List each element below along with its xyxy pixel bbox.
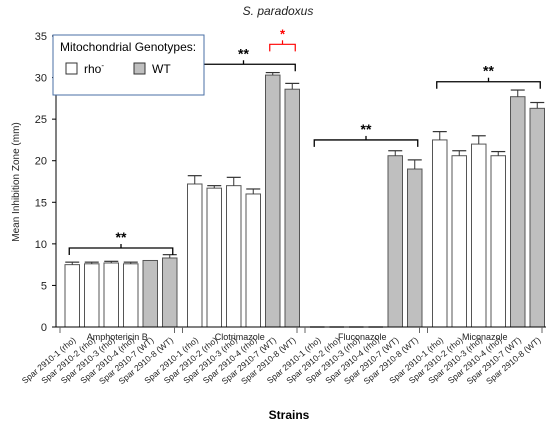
bar <box>529 107 545 328</box>
significance-bracket <box>269 43 296 52</box>
bar <box>245 193 261 328</box>
y-tick-label: 0 <box>41 322 47 334</box>
legend-title: Mitochondrial Genotypes: <box>60 40 196 54</box>
bar <box>451 155 467 328</box>
y-axis: 0 5 10 15 20 25 30 35 <box>35 31 57 334</box>
bar <box>187 183 203 328</box>
bar <box>206 187 222 328</box>
bar <box>387 155 403 328</box>
y-tick-label: 30 <box>35 73 47 85</box>
bar <box>490 155 506 328</box>
significance-bracket <box>191 63 296 72</box>
significance-bracket <box>313 139 419 147</box>
legend-label-wt: WT <box>152 62 171 76</box>
y-tick-label: 35 <box>35 31 47 43</box>
bars <box>64 71 545 328</box>
bar <box>471 143 487 328</box>
bar <box>142 259 158 328</box>
significance-bracket <box>68 247 174 256</box>
group-label: Amphotericin B <box>87 332 148 342</box>
y-tick-label: 25 <box>35 114 47 126</box>
legend-swatch-rho <box>65 62 78 75</box>
bar <box>162 257 178 328</box>
significance-label: ** <box>116 229 127 245</box>
x-axis: Spar 2910-1 (rho)Spar 2910-2 (rho)Spar 2… <box>20 326 546 386</box>
bar <box>510 96 526 328</box>
significance-label: ** <box>483 63 494 79</box>
bar <box>226 185 242 328</box>
bar <box>103 262 119 328</box>
bar <box>432 139 448 328</box>
legend-box <box>52 34 205 96</box>
group-label: Miconazole <box>462 332 508 342</box>
bar <box>84 263 100 328</box>
chart-title: S. paradoxus <box>243 4 314 18</box>
group-label: Clotrimazole <box>215 332 265 342</box>
legend-swatch-wt <box>133 62 146 75</box>
legend: Mitochondrial Genotypes: rho- WT <box>52 34 205 96</box>
y-tick-label: 10 <box>35 239 47 251</box>
bar <box>64 264 80 328</box>
bar <box>265 74 281 328</box>
significance-bracket <box>436 81 541 89</box>
bar <box>284 88 300 328</box>
legend-label-rho: rho- <box>84 61 104 76</box>
significance-label: ** <box>238 45 249 61</box>
significance-label: * <box>280 26 286 41</box>
y-axis-label: Mean Inhibition Zone (mm) <box>11 122 22 242</box>
x-axis-label: Strains <box>269 408 310 422</box>
y-tick-label: 20 <box>35 156 47 168</box>
y-tick-label: 5 <box>41 280 47 292</box>
bar <box>123 263 139 328</box>
group-label: Fluconazole <box>338 332 387 342</box>
significance-label: ** <box>361 121 372 137</box>
y-tick-label: 15 <box>35 197 47 209</box>
bar <box>407 168 423 328</box>
